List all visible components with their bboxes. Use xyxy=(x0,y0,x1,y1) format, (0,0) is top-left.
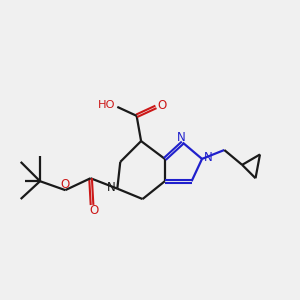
Text: N: N xyxy=(107,181,116,194)
Text: O: O xyxy=(158,99,167,112)
Text: HO: HO xyxy=(98,100,116,110)
Text: O: O xyxy=(89,204,98,218)
Text: N: N xyxy=(204,151,213,164)
Text: N: N xyxy=(177,131,186,144)
Text: O: O xyxy=(61,178,70,191)
